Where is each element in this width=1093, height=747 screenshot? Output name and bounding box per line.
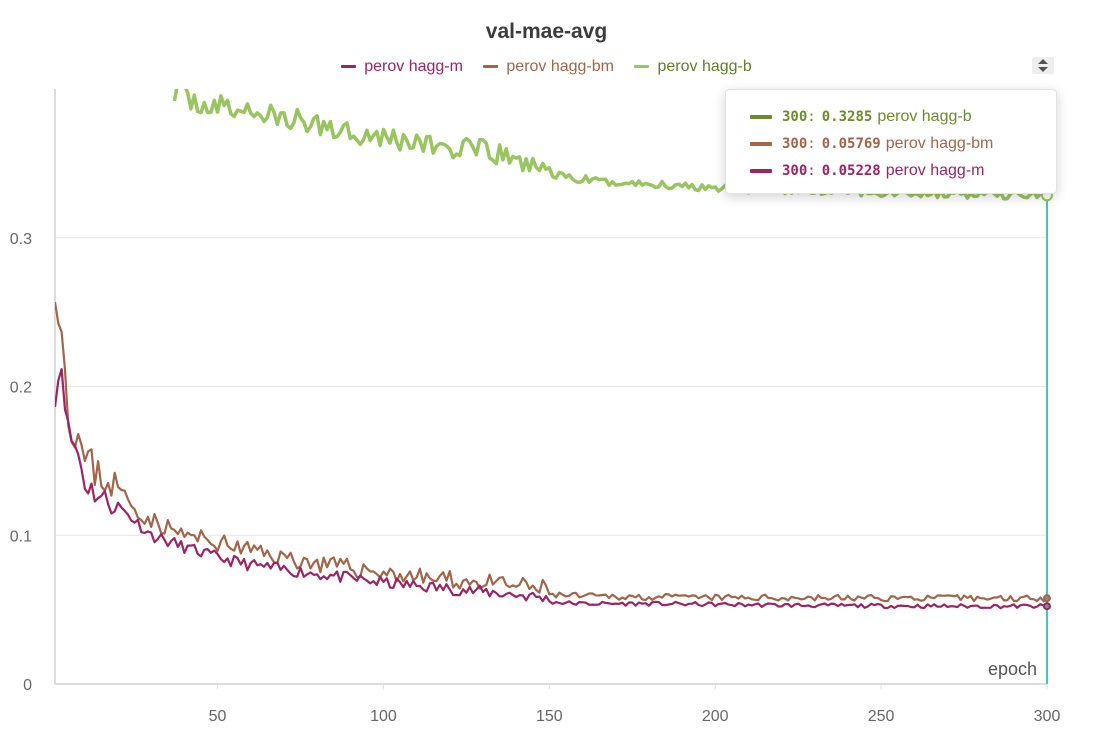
series-line-perov-hagg-m[interactable] [55,368,1047,610]
x-axis-label: epoch [988,659,1037,679]
tooltip-series-name: perov hagg-b [877,107,972,125]
legend-label: perov hagg-bm [506,57,615,75]
x-tick-label: 100 [370,708,397,725]
y-tick-label: 0.2 [10,380,32,397]
tooltip-x: 300 [782,108,808,125]
x-tick-label: 300 [1034,708,1061,725]
legend: perov hagg-m perov hagg-bm perov hagg-b [0,55,1093,76]
tooltip-value: 0.05769 [821,135,881,152]
tooltip-row-hagg-b: 300 : 0.3285 perov hagg-b [750,103,1056,130]
tooltip-sep: : [807,162,816,179]
y-tick-label: 0.3 [10,231,32,248]
legend-label: perov hagg-m [364,57,463,75]
tooltip-row-hagg-m: 300 : 0.05228 perov hagg-m [750,157,1056,184]
legend-sort-button[interactable] [1032,57,1054,74]
x-tick-label: 150 [536,708,563,725]
sort-arrows-icon [1038,59,1048,72]
legend-label: perov hagg-b [657,57,752,75]
tooltip-series-name: perov hagg-m [885,161,985,179]
tooltip-swatch [750,114,772,119]
legend-swatch [483,65,499,68]
tooltip-swatch [750,141,772,146]
legend-swatch [634,65,650,68]
tooltip-value: 0.05228 [821,162,881,179]
tooltip-sep: : [807,108,816,125]
tooltip-value: 0.3285 [821,108,873,125]
tooltip-swatch [750,168,772,173]
x-tick-label: 200 [702,708,729,725]
tooltip-x: 300 [782,162,808,179]
y-tick-label: 0.1 [10,528,32,545]
legend-item-hagg-b[interactable]: perov hagg-b [634,57,752,76]
hover-tooltip: 300 : 0.3285 perov hagg-b 300 : 0.05769 … [725,89,1057,194]
hover-point [1043,594,1051,603]
legend-item-hagg-bm[interactable]: perov hagg-bm [483,58,614,76]
y-tick-label: 0 [23,677,32,694]
x-tick-label: 50 [209,708,227,725]
legend-item-hagg-m[interactable]: perov hagg-m [341,58,463,76]
chart-title: val-mae-avg [485,20,608,43]
legend-swatch [341,65,357,68]
hover-point [1043,602,1051,611]
tooltip-x: 300 [782,135,808,152]
tooltip-sep: : [807,135,816,152]
x-tick-label: 250 [868,708,895,725]
series-line-perov-hagg-bm[interactable] [55,301,1047,603]
tooltip-series-name: perov hagg-bm [885,134,994,152]
tooltip-row-hagg-bm: 300 : 0.05769 perov hagg-bm [750,130,1056,157]
